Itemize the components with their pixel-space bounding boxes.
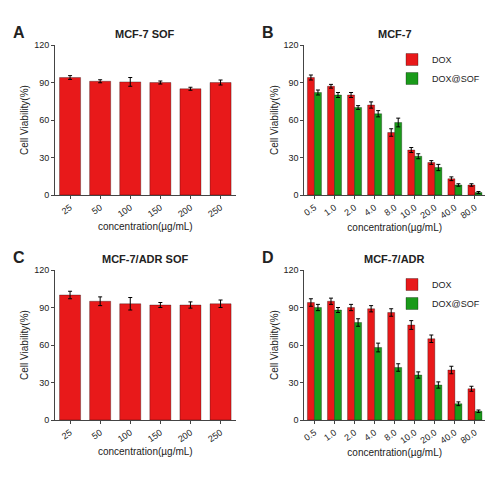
svg-text:50: 50 <box>90 427 104 441</box>
svg-text:0: 0 <box>44 415 49 425</box>
svg-text:25: 25 <box>60 427 74 441</box>
svg-text:60: 60 <box>289 115 299 125</box>
svg-text:8.0: 8.0 <box>382 202 398 217</box>
svg-text:4.0: 4.0 <box>362 427 378 442</box>
svg-text:concentration(µg/mL): concentration(µg/mL) <box>347 222 442 233</box>
svg-text:60: 60 <box>289 340 299 350</box>
svg-text:0: 0 <box>294 190 299 200</box>
svg-text:DOX: DOX <box>432 280 452 290</box>
svg-text:150: 150 <box>146 202 164 219</box>
svg-text:200: 200 <box>176 427 194 444</box>
svg-text:MCF-7/ADR: MCF-7/ADR <box>364 253 425 265</box>
svg-text:0: 0 <box>294 415 299 425</box>
svg-text:Cell Viability(%): Cell Viability(%) <box>269 310 280 380</box>
svg-text:1.0: 1.0 <box>322 427 338 442</box>
svg-text:30: 30 <box>289 378 299 388</box>
svg-text:DOX@SOF: DOX@SOF <box>432 74 480 84</box>
svg-text:Cell Viability(%): Cell Viability(%) <box>19 310 30 380</box>
svg-text:2.0: 2.0 <box>342 427 358 442</box>
svg-text:90: 90 <box>289 78 299 88</box>
svg-text:concentration(µg/mL): concentration(µg/mL) <box>98 446 193 457</box>
svg-text:80.0: 80.0 <box>459 202 479 220</box>
svg-text:10.0: 10.0 <box>398 427 418 445</box>
svg-text:60: 60 <box>39 115 49 125</box>
svg-text:120: 120 <box>284 40 299 50</box>
svg-text:8.0: 8.0 <box>382 427 398 442</box>
svg-text:250: 250 <box>206 427 224 444</box>
svg-text:40.0: 40.0 <box>439 427 459 445</box>
svg-text:120: 120 <box>284 265 299 275</box>
svg-text:120: 120 <box>34 265 49 275</box>
svg-text:100: 100 <box>116 427 134 444</box>
svg-text:4.0: 4.0 <box>362 202 378 217</box>
svg-text:30: 30 <box>39 378 49 388</box>
svg-text:0.5: 0.5 <box>302 202 318 217</box>
svg-text:250: 250 <box>206 202 224 219</box>
svg-text:concentration(µg/mL): concentration(µg/mL) <box>98 221 193 232</box>
svg-text:D: D <box>262 249 274 266</box>
svg-text:80.0: 80.0 <box>459 427 479 445</box>
svg-text:0: 0 <box>44 190 49 200</box>
svg-text:Cell Viability(%): Cell Viability(%) <box>269 85 280 155</box>
svg-text:50: 50 <box>90 202 104 216</box>
svg-text:90: 90 <box>39 78 49 88</box>
svg-text:1.0: 1.0 <box>322 202 338 217</box>
svg-text:Cell Viability(%): Cell Viability(%) <box>19 85 30 155</box>
svg-text:0.5: 0.5 <box>302 427 318 442</box>
svg-text:30: 30 <box>289 153 299 163</box>
svg-text:60: 60 <box>39 340 49 350</box>
svg-text:C: C <box>13 249 25 266</box>
svg-text:DOX: DOX <box>432 55 452 65</box>
svg-text:120: 120 <box>34 40 49 50</box>
svg-text:A: A <box>13 24 25 41</box>
svg-text:DOX@SOF: DOX@SOF <box>432 299 480 309</box>
svg-text:20.0: 20.0 <box>418 427 438 445</box>
svg-text:10.0: 10.0 <box>398 202 418 220</box>
svg-text:B: B <box>262 24 274 41</box>
svg-text:MCF-7/ADR SOF: MCF-7/ADR SOF <box>102 253 188 265</box>
svg-text:2.0: 2.0 <box>342 202 358 217</box>
svg-text:90: 90 <box>39 303 49 313</box>
svg-text:25: 25 <box>60 202 74 216</box>
svg-text:150: 150 <box>146 427 164 444</box>
svg-text:200: 200 <box>176 202 194 219</box>
svg-text:90: 90 <box>289 303 299 313</box>
svg-text:100: 100 <box>116 202 134 219</box>
svg-text:30: 30 <box>39 153 49 163</box>
svg-text:concentration(µg/mL): concentration(µg/mL) <box>347 447 442 458</box>
svg-text:20.0: 20.0 <box>418 202 438 220</box>
svg-text:40.0: 40.0 <box>439 202 459 220</box>
svg-text:MCF-7 SOF: MCF-7 SOF <box>115 28 175 40</box>
svg-text:MCF-7: MCF-7 <box>378 28 412 40</box>
